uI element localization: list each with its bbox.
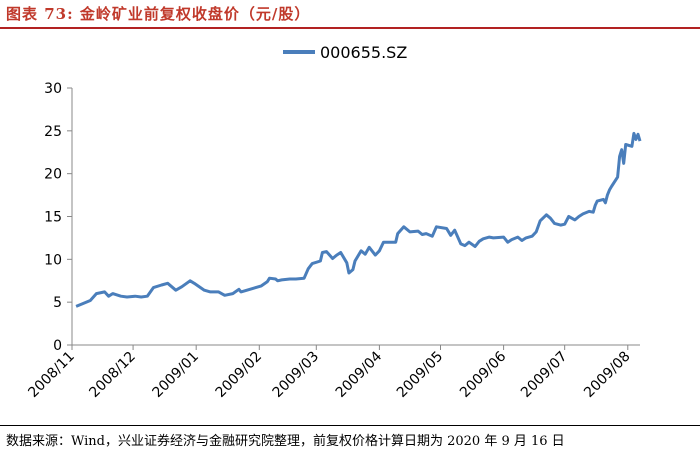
- series-line: [75, 131, 642, 308]
- source-divider: [0, 425, 700, 426]
- x-tick-label: 2009/08: [581, 349, 633, 401]
- title-divider: [0, 27, 700, 29]
- y-axis: 0 5 10 15 20 25 30: [44, 81, 73, 354]
- y-tick-label: 0: [53, 338, 62, 354]
- x-tick-label: 2009/03: [270, 349, 322, 401]
- x-tick-label: 2009/06: [457, 348, 510, 401]
- y-tick-label: 10: [44, 252, 62, 268]
- x-tick-label: 2009/04: [333, 348, 386, 401]
- y-tick-label: 20: [44, 167, 62, 183]
- legend-label: 000655.SZ: [320, 43, 407, 62]
- x-axis: 2008/11 2008/12 2009/01 2009/02 2009/03 2009/…: [25, 344, 640, 401]
- x-tick-label: 2009/02: [213, 349, 265, 401]
- y-tick-label: 25: [44, 124, 62, 140]
- x-tick-label: 2009/07: [518, 349, 570, 401]
- x-tick-label: 2009/01: [150, 349, 202, 401]
- chart-legend: 000655.SZ: [283, 43, 407, 62]
- source-note: 数据来源：Wind，兴业证券经济与金融研究院整理，前复权价格计算日期为 2020…: [6, 434, 565, 449]
- y-tick-label: 5: [53, 295, 62, 311]
- x-tick-label: 2008/12: [86, 349, 138, 401]
- x-tick-label: 2008/11: [25, 349, 77, 401]
- x-tick-label: 2009/05: [394, 349, 446, 401]
- y-tick-label: 30: [44, 81, 62, 97]
- figure-title: 图表 73: 金岭矿业前复权收盘价（元/股）: [6, 5, 311, 23]
- series-layer: [75, 131, 642, 308]
- y-tick-label: 15: [44, 210, 62, 226]
